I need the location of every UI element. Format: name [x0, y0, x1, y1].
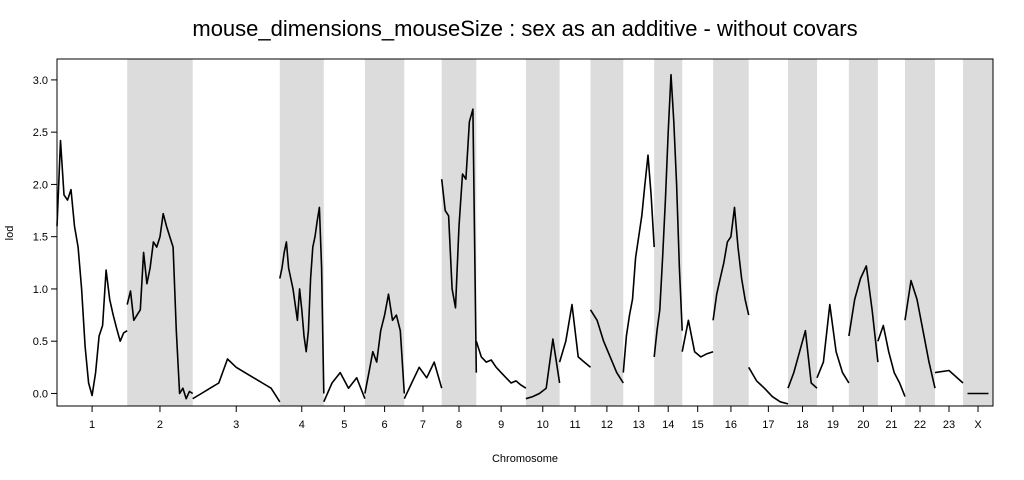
y-tick-label: 1.0: [33, 284, 48, 296]
lod-series-chr-11: [558, 303, 592, 368]
x-axis: 1 2 3 4 5 6 7 8 9 10 11 12 13 14 15 16 17 18 19 20 21 22 23 X: [89, 406, 982, 431]
x-axis-label: Chromosome: [492, 453, 558, 465]
x-tick-label-3: 3: [233, 419, 239, 431]
x-tick-label-4: 4: [299, 419, 305, 431]
chromosome-band-12: [590, 59, 624, 406]
x-tick-label-14: 14: [662, 419, 674, 431]
plot-frame: [56, 58, 994, 407]
y-tick-label: 0.5: [33, 336, 48, 348]
x-tick-label-7: 7: [420, 419, 426, 431]
lod-series-chr-10: [525, 338, 561, 400]
chromosome-band-18: [788, 59, 818, 406]
x-tick-label-9: 9: [498, 419, 504, 431]
lod-series-chr-12: [589, 309, 624, 384]
x-tick-label-22: 22: [914, 419, 926, 431]
lod-series-chr-21: [877, 324, 906, 397]
x-tick-label-8: 8: [456, 419, 462, 431]
x-tick-label-6: 6: [382, 419, 388, 431]
lod-series-chr-5: [323, 371, 366, 403]
chromosome-band-X: [963, 59, 993, 406]
y-tick-label: 0.0: [33, 388, 48, 400]
lod-series-chr-16: [712, 206, 750, 321]
lod-series-chr-3: [192, 358, 281, 403]
x-tick-label-23: 23: [943, 419, 955, 431]
x-tick-label-10: 10: [537, 419, 549, 431]
lod-series-chr-17: [748, 366, 789, 405]
x-tick-label-2: 2: [157, 419, 163, 431]
lod-series-chr-20: [848, 265, 879, 363]
lod-series-chr-8: [440, 108, 478, 373]
lod-series-chr-4: [279, 206, 325, 394]
lod-series-chr-19: [816, 303, 850, 384]
lod-series-chr-7: [403, 361, 443, 400]
lod-series-chr-2: [126, 212, 194, 400]
chromosome-bands: [127, 59, 993, 406]
x-tick-label-20: 20: [857, 419, 869, 431]
y-tick-label: 1.5: [33, 232, 48, 244]
lod-series-chr-14: [653, 73, 683, 357]
chromosome-band-4: [279, 59, 324, 406]
x-tick-label-12: 12: [601, 419, 613, 431]
x-tick-label-16: 16: [725, 419, 737, 431]
y-tick-label: 3.0: [33, 75, 48, 87]
x-tick-label-X: X: [974, 419, 982, 431]
y-axis-label: lod: [4, 226, 16, 241]
x-tick-label-15: 15: [692, 419, 704, 431]
lod-series-chr-15: [681, 319, 714, 358]
lod-series-chr-22: [904, 279, 936, 389]
x-tick-label-19: 19: [827, 419, 839, 431]
chromosome-band-20: [848, 59, 878, 406]
lod-lines: [56, 73, 989, 405]
lod-series-chr-6: [364, 293, 406, 394]
lod-series-chr-18: [787, 329, 818, 389]
chart-title: mouse_dimensions_mouseSize : sex as an a…: [192, 16, 857, 41]
x-tick-label-17: 17: [762, 419, 774, 431]
x-tick-label-18: 18: [796, 419, 808, 431]
y-axis: 0.0 0.5 1.0 1.5 2.0 2.5 3.0: [33, 75, 57, 400]
y-tick-label: 2.5: [33, 127, 48, 139]
chromosome-band-22: [905, 59, 935, 406]
lod-series-chr-23: [934, 369, 964, 384]
chromosome-band-6: [364, 59, 405, 406]
y-tick-label: 2.0: [33, 179, 48, 191]
x-tick-label-5: 5: [341, 419, 347, 431]
x-tick-label-1: 1: [89, 419, 95, 431]
x-tick-label-21: 21: [885, 419, 897, 431]
lod-series-chr-13: [622, 154, 655, 373]
lod-series-chr-9: [475, 340, 527, 389]
lod-series-chr-1: [56, 139, 128, 397]
x-tick-label-11: 11: [569, 419, 580, 431]
x-tick-label-13: 13: [633, 419, 645, 431]
